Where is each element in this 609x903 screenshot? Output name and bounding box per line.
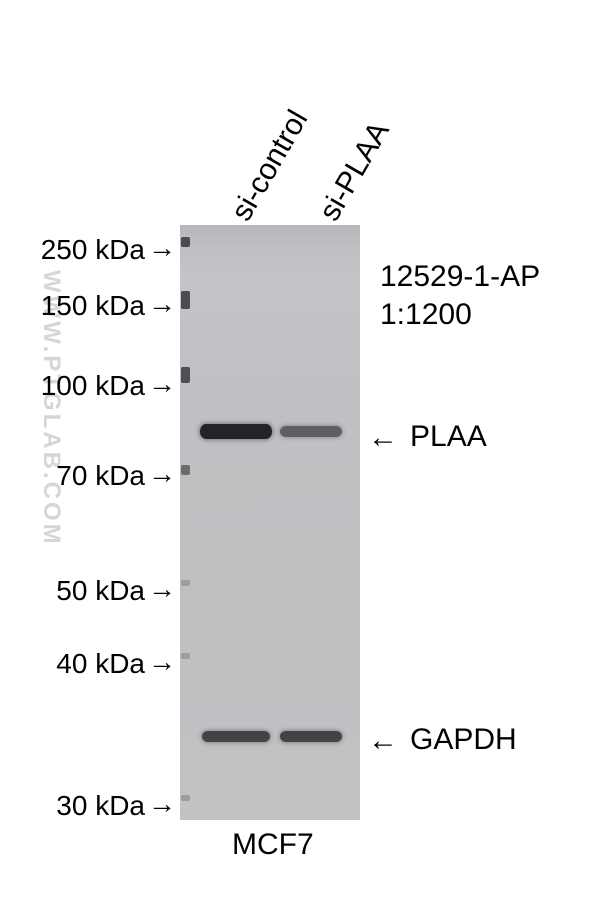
band-label-plaa: PLAA <box>410 420 487 454</box>
cell-line-label: MCF7 <box>232 828 314 862</box>
mw-label-30: 30 kDa <box>15 790 145 822</box>
band-plaa-control <box>200 424 272 439</box>
band-label-gapdh: GAPDH <box>410 723 517 757</box>
mw-marker <box>181 291 190 309</box>
western-blot-figure: WWW.PTGLAB.COM si-control si-PLAA 250 kD… <box>0 0 609 903</box>
mw-label-50: 50 kDa <box>15 575 145 607</box>
band-gapdh-control <box>202 731 270 742</box>
mw-label-100: 100 kDa <box>15 370 145 402</box>
arrow-right-icon: → <box>148 648 176 676</box>
band-gapdh-kd <box>280 731 342 742</box>
band-plaa-kd <box>280 426 342 437</box>
antibody-info: 12529-1-AP 1:1200 <box>380 258 540 333</box>
arrow-right-icon: → <box>148 460 176 488</box>
arrow-right-icon: → <box>148 234 176 262</box>
mw-marker <box>181 580 190 586</box>
arrow-right-icon: → <box>148 290 176 318</box>
blot-membrane <box>180 225 360 820</box>
arrow-right-icon: → <box>148 370 176 398</box>
mw-label-40: 40 kDa <box>15 648 145 680</box>
mw-label-70: 70 kDa <box>15 460 145 492</box>
lane-header-kd: si-PLAA <box>313 116 397 227</box>
arrow-left-icon: ← <box>368 423 398 453</box>
mw-marker <box>181 795 190 801</box>
antibody-dilution: 1:1200 <box>380 296 540 334</box>
mw-label-250: 250 kDa <box>15 234 145 266</box>
arrow-right-icon: → <box>148 575 176 603</box>
antibody-catalog: 12529-1-AP <box>380 258 540 296</box>
mw-label-150: 150 kDa <box>15 290 145 322</box>
mw-marker <box>181 653 190 659</box>
mw-marker <box>181 465 190 475</box>
lane-header-control: si-control <box>225 105 315 227</box>
mw-marker <box>181 237 190 247</box>
arrow-left-icon: ← <box>368 726 398 756</box>
arrow-right-icon: → <box>148 790 176 818</box>
mw-marker <box>181 367 190 383</box>
